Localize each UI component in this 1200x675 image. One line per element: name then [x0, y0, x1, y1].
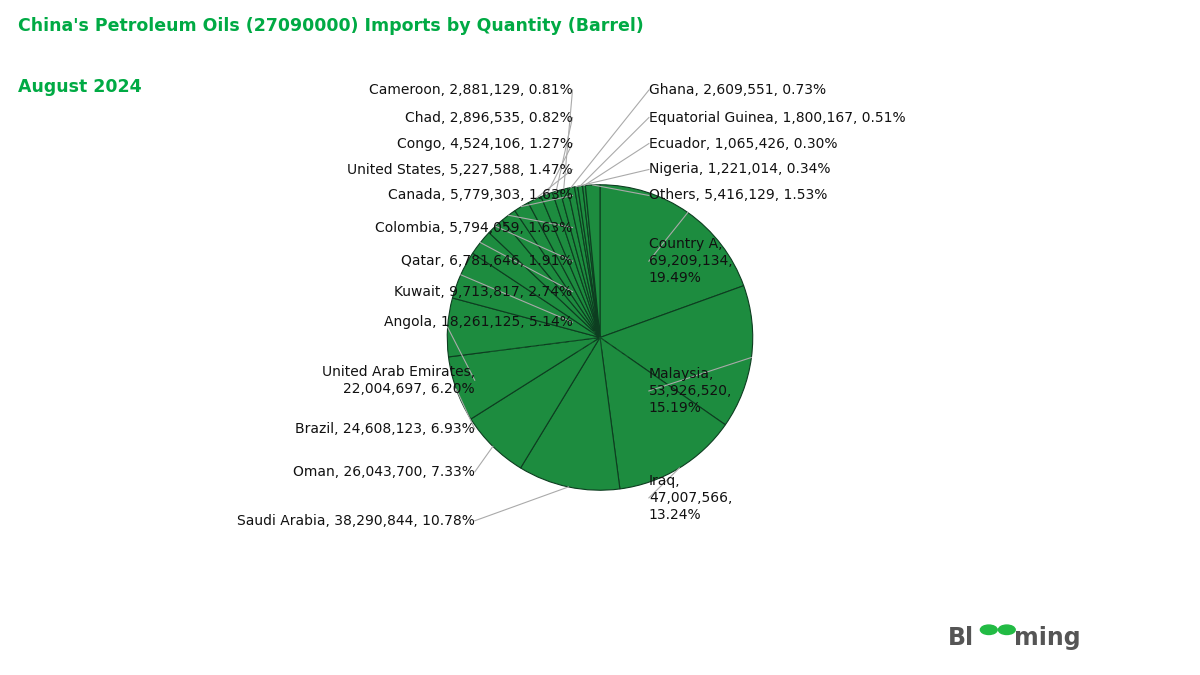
- Text: ming: ming: [1014, 626, 1081, 650]
- Text: Cameroon, 2,881,129, 0.81%: Cameroon, 2,881,129, 0.81%: [368, 83, 572, 97]
- Text: Colombia, 5,794,059, 1.63%: Colombia, 5,794,059, 1.63%: [376, 221, 572, 234]
- Wedge shape: [452, 253, 600, 338]
- Text: Saudi Arabia, 38,290,844, 10.78%: Saudi Arabia, 38,290,844, 10.78%: [236, 514, 475, 528]
- Text: China's Petroleum Oils (27090000) Imports by Quantity (Barrel): China's Petroleum Oils (27090000) Import…: [18, 17, 643, 35]
- Text: Ecuador, 1,065,426, 0.30%: Ecuador, 1,065,426, 0.30%: [649, 136, 838, 151]
- Wedge shape: [577, 186, 600, 338]
- Wedge shape: [600, 286, 752, 425]
- Wedge shape: [568, 187, 600, 338]
- Text: August 2024: August 2024: [18, 78, 142, 96]
- Text: Others, 5,416,129, 1.53%: Others, 5,416,129, 1.53%: [649, 188, 827, 202]
- Wedge shape: [541, 192, 600, 338]
- Text: Chad, 2,896,535, 0.82%: Chad, 2,896,535, 0.82%: [404, 111, 572, 125]
- Text: Qatar, 6,781,646, 1.91%: Qatar, 6,781,646, 1.91%: [401, 254, 572, 268]
- Wedge shape: [528, 196, 600, 338]
- Wedge shape: [586, 185, 600, 338]
- Text: Nigeria, 1,221,014, 0.34%: Nigeria, 1,221,014, 0.34%: [649, 163, 830, 176]
- Wedge shape: [503, 211, 600, 338]
- Text: Brazil, 24,608,123, 6.93%: Brazil, 24,608,123, 6.93%: [295, 422, 475, 436]
- Text: Iraq,
47,007,566,
13.24%: Iraq, 47,007,566, 13.24%: [649, 474, 732, 522]
- Text: Canada, 5,779,303, 1.63%: Canada, 5,779,303, 1.63%: [388, 188, 572, 202]
- Text: Equatorial Guinea, 1,800,167, 0.51%: Equatorial Guinea, 1,800,167, 0.51%: [649, 111, 906, 125]
- Wedge shape: [552, 190, 600, 338]
- Wedge shape: [449, 338, 600, 419]
- Wedge shape: [600, 185, 744, 338]
- Wedge shape: [521, 338, 620, 490]
- Text: Oman, 26,043,700, 7.33%: Oman, 26,043,700, 7.33%: [293, 465, 475, 479]
- Text: Malaysia,
53,926,520,
15.19%: Malaysia, 53,926,520, 15.19%: [649, 367, 732, 415]
- Text: United States, 5,227,588, 1.47%: United States, 5,227,588, 1.47%: [347, 163, 572, 176]
- Wedge shape: [560, 188, 600, 338]
- Wedge shape: [473, 233, 600, 338]
- Text: Kuwait, 9,713,817, 2.74%: Kuwait, 9,713,817, 2.74%: [395, 285, 572, 298]
- Wedge shape: [448, 298, 600, 357]
- Wedge shape: [470, 338, 600, 468]
- Text: Bl: Bl: [948, 626, 974, 650]
- Wedge shape: [582, 186, 600, 338]
- Wedge shape: [600, 338, 725, 489]
- Text: Blooming: Blooming: [488, 331, 635, 359]
- Text: Congo, 4,524,106, 1.27%: Congo, 4,524,106, 1.27%: [396, 136, 572, 151]
- Text: Angola, 18,261,125, 5.14%: Angola, 18,261,125, 5.14%: [384, 315, 572, 329]
- Wedge shape: [575, 186, 600, 338]
- Text: Country A,
69,209,134,
19.49%: Country A, 69,209,134, 19.49%: [649, 237, 732, 286]
- Wedge shape: [488, 220, 600, 338]
- Text: Ghana, 2,609,551, 0.73%: Ghana, 2,609,551, 0.73%: [649, 83, 826, 97]
- Text: United Arab Emirates,
22,004,697, 6.20%: United Arab Emirates, 22,004,697, 6.20%: [322, 364, 475, 396]
- Wedge shape: [515, 202, 600, 338]
